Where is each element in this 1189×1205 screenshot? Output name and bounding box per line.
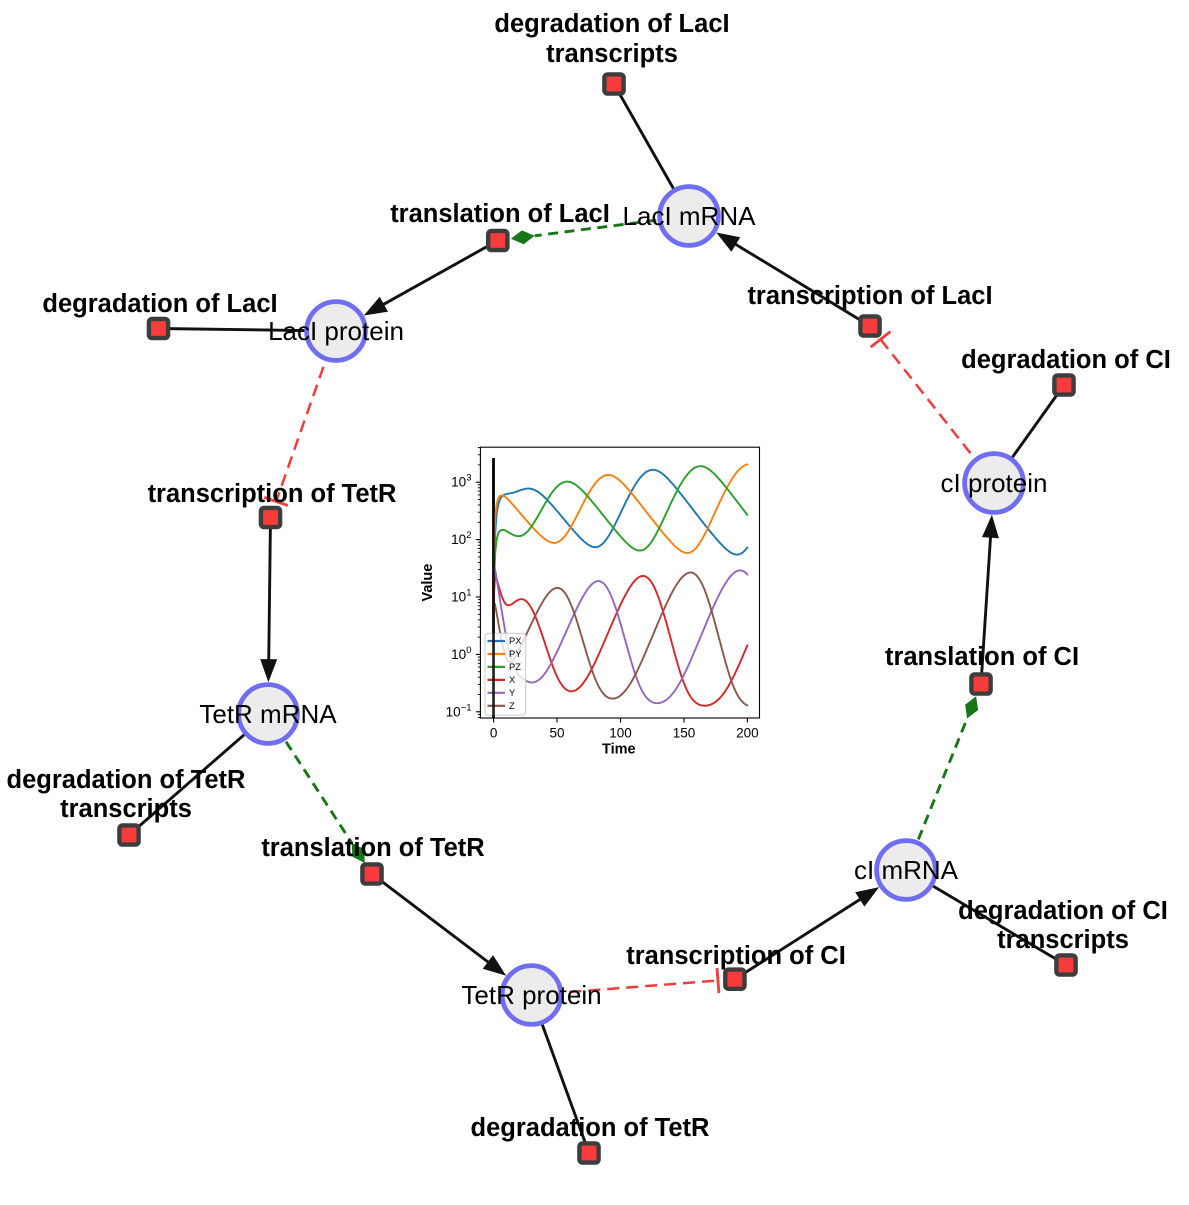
svg-text:degradation of CI: degradation of CI bbox=[961, 346, 1171, 374]
svg-text:100: 100 bbox=[609, 725, 632, 740]
svg-text:0: 0 bbox=[490, 725, 498, 740]
svg-text:degradation of TetR: degradation of TetR bbox=[471, 1114, 710, 1142]
svg-text:degradation of TetR: degradation of TetR bbox=[7, 766, 246, 794]
svg-text:TetR protein: TetR protein bbox=[461, 980, 601, 1010]
svg-text:transcription of LacI: transcription of LacI bbox=[747, 282, 992, 310]
svg-text:Time: Time bbox=[602, 742, 636, 758]
svg-text:Z: Z bbox=[509, 701, 515, 711]
svg-text:transcription of TetR: transcription of TetR bbox=[148, 480, 397, 508]
svg-text:PZ: PZ bbox=[509, 662, 521, 672]
svg-text:cI protein: cI protein bbox=[941, 468, 1048, 498]
svg-text:PY: PY bbox=[509, 649, 521, 659]
svg-text:50: 50 bbox=[549, 725, 564, 740]
svg-text:LacI mRNA: LacI mRNA bbox=[623, 201, 757, 231]
svg-text:degradation of LacI: degradation of LacI bbox=[42, 290, 277, 318]
svg-text:TetR mRNA: TetR mRNA bbox=[199, 699, 337, 729]
svg-text:150: 150 bbox=[673, 725, 696, 740]
svg-text:PX: PX bbox=[509, 636, 521, 646]
svg-text:translation of LacI: translation of LacI bbox=[390, 200, 610, 228]
svg-text:translation of TetR: translation of TetR bbox=[261, 834, 484, 862]
svg-text:transcripts: transcripts bbox=[546, 40, 678, 68]
svg-text:LacI protein: LacI protein bbox=[268, 316, 404, 346]
svg-text:cI mRNA: cI mRNA bbox=[854, 855, 959, 885]
svg-text:degradation of LacI: degradation of LacI bbox=[494, 10, 729, 38]
svg-text:transcripts: transcripts bbox=[997, 926, 1129, 954]
svg-text:transcription of CI: transcription of CI bbox=[626, 942, 846, 970]
svg-text:200: 200 bbox=[736, 725, 759, 740]
svg-text:Y: Y bbox=[509, 688, 515, 698]
svg-text:Value: Value bbox=[420, 564, 436, 602]
svg-text:translation of CI: translation of CI bbox=[885, 643, 1079, 671]
svg-text:transcripts: transcripts bbox=[60, 795, 192, 823]
svg-text:degradation of CI: degradation of CI bbox=[958, 897, 1168, 925]
svg-text:X: X bbox=[509, 675, 515, 685]
